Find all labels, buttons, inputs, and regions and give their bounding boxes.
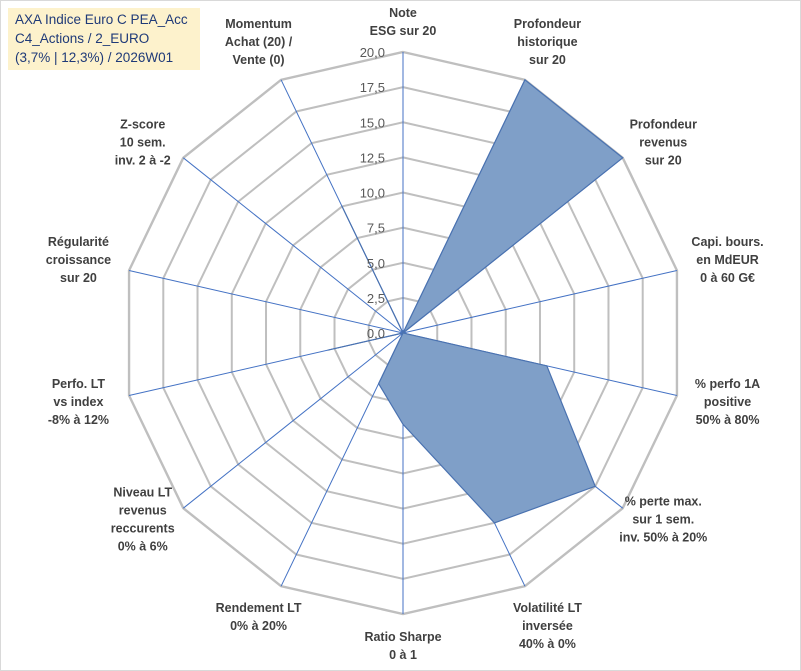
tick-label: 17,5	[360, 80, 385, 95]
axis-label-line: positive	[704, 395, 751, 409]
axis-label: Profondeur revenus sur 20	[630, 117, 697, 167]
axis-label-line: inv. 2 à -2	[115, 153, 171, 167]
axis-label-line: Profondeur	[630, 117, 697, 131]
axis-label-line: Momentum	[225, 17, 292, 31]
axis-label-line: Note	[389, 6, 417, 20]
axis-spoke	[182, 157, 404, 334]
radial-tick-labels: 0,0 2,5 5,0 7,5 10,0 12,5 15,0 17,5 20,0	[360, 45, 385, 341]
chart-title: AXA Indice Euro C PEA_Acc C4_Actions / 2…	[8, 8, 200, 70]
tick-label: 7,5	[367, 221, 385, 236]
axis-label-line: 50% à 80%	[696, 413, 760, 427]
axis-label: Régularité croissance sur 20	[46, 235, 111, 285]
axis-label-line: revenus	[119, 504, 167, 518]
axis-label-line: revenus	[639, 135, 687, 149]
axis-labels: Note ESG sur 20 Profondeur historique sur 20…	[46, 6, 764, 662]
axis-label-line: Perfo. LT	[52, 377, 106, 391]
axis-label-line: vs index	[53, 395, 103, 409]
axis-label: Note ESG sur 20	[370, 6, 437, 38]
axis-label-line: Profondeur	[514, 17, 581, 31]
axis-label: Z-score 10 sem. inv. 2 à -2	[115, 117, 171, 167]
tick-label: 10,0	[360, 186, 385, 201]
tick-label: 0,0	[367, 326, 385, 341]
axis-label-line: Vente (0)	[233, 53, 285, 67]
tick-label: 12,5	[360, 150, 385, 165]
axis-spoke	[182, 332, 404, 509]
title-line-2: C4_Actions / 2_EURO	[15, 31, 150, 46]
axis-label-line: 40% à 0%	[519, 637, 576, 651]
axis-label-line: sur 20	[529, 53, 566, 67]
axis-label: Rendement LT 0% à 20%	[216, 601, 302, 633]
axis-label-line: croissance	[46, 253, 111, 267]
axis-label-line: ESG sur 20	[370, 24, 437, 38]
axis-label-line: 0 à 60 G€	[700, 271, 755, 285]
axis-label-line: Régularité	[48, 235, 109, 249]
axis-label-line: % perfo 1A	[695, 377, 760, 391]
axis-label-line: reccurents	[111, 522, 175, 536]
axis-label: Profondeur historique sur 20	[514, 17, 581, 67]
axis-label-line: inversée	[522, 619, 573, 633]
axis-label-line: historique	[517, 35, 577, 49]
axis-label-line: Rendement LT	[216, 601, 302, 615]
tick-label: 2,5	[367, 291, 385, 306]
axis-label-line: 0 à 1	[389, 648, 417, 662]
axis-label: Niveau LT revenus reccurents 0% à 6%	[111, 486, 175, 554]
tick-label: 15,0	[360, 115, 385, 130]
title-line-1: AXA Indice Euro C PEA_Acc	[15, 12, 188, 27]
axis-label-line: Niveau LT	[113, 486, 172, 500]
axis-label-line: Volatilité LT	[513, 601, 582, 615]
axis-label: Momentum Achat (20) / Vente (0)	[225, 17, 293, 67]
axis-spoke	[402, 269, 678, 334]
axis-label-line: 10 sem.	[120, 135, 166, 149]
axis-label-line: Ratio Sharpe	[364, 630, 441, 644]
axis-label-line: en MdEUR	[696, 253, 759, 267]
axis-label-line: 0% à 6%	[118, 540, 168, 554]
axis-label-line: sur 20	[60, 271, 97, 285]
title-line-3: (3,7% | 12,3%) / 2026W01	[15, 50, 174, 65]
axis-label-line: inv. 50% à 20%	[619, 531, 707, 545]
data-series	[327, 78, 624, 524]
tick-label: 20,0	[360, 45, 385, 60]
tick-label: 5,0	[367, 256, 385, 271]
axis-label: % perfo 1A positive 50% à 80%	[695, 377, 760, 427]
axis-label: Ratio Sharpe 0 à 1	[364, 630, 441, 662]
axis-spoke	[128, 269, 404, 334]
axis-label-line: sur 20	[645, 153, 682, 167]
axis-label-line: 0% à 20%	[230, 619, 287, 633]
axis-label: Volatilité LT inversée 40% à 0%	[513, 601, 582, 651]
axis-label-line: Achat (20) /	[225, 35, 293, 49]
axis-label-line: Capi. bours.	[691, 235, 763, 249]
axis-label-line: -8% à 12%	[48, 413, 109, 427]
axis-label: Capi. bours. en MdEUR 0 à 60 G€	[691, 235, 763, 285]
series-area	[327, 78, 624, 524]
axis-label: % perte max. sur 1 sem. inv. 50% à 20%	[619, 495, 707, 545]
axis-label-line: Z-score	[120, 117, 165, 131]
axis-label-line: sur 1 sem.	[632, 513, 694, 527]
axis-label-line: % perte max.	[625, 495, 702, 509]
axis-label: Perfo. LT vs index -8% à 12%	[48, 377, 109, 427]
